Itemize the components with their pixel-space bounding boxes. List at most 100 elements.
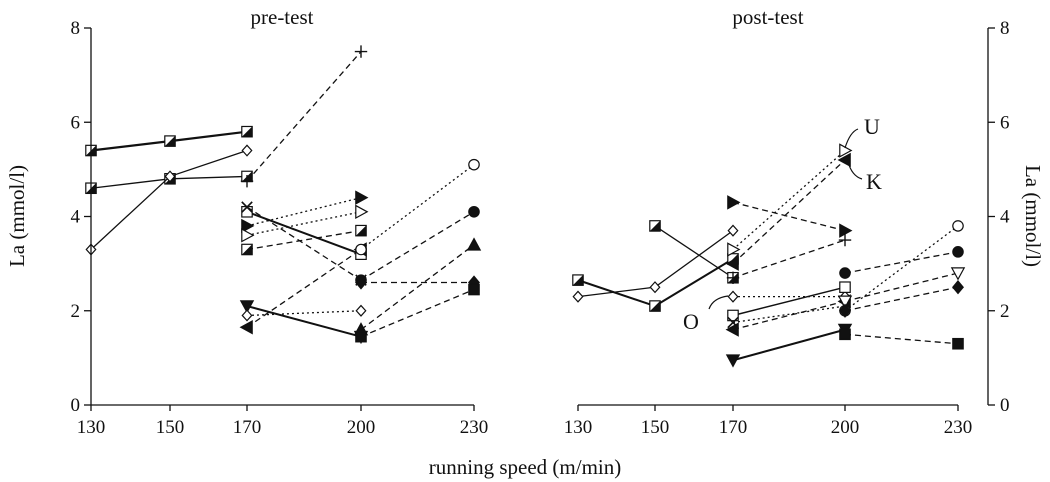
marker-square-half-fill (85, 145, 97, 156)
x-tick-label: 150 (641, 417, 670, 438)
marker-circle-open (355, 243, 367, 256)
marker-diamond-open (241, 309, 253, 322)
callout-k: K (866, 169, 882, 194)
callout-k-leader (847, 161, 863, 180)
marker-plus (354, 45, 368, 58)
x-tick-label: 150 (156, 417, 185, 438)
marker-diamond (952, 280, 964, 295)
marker-tri-right-open (727, 242, 741, 257)
marker-square-half-fill (164, 135, 176, 147)
marker-diamond-open (649, 281, 661, 294)
marker-diamond (355, 275, 367, 290)
series-line (844, 333, 959, 345)
marker-tri-down (239, 300, 255, 314)
marker-square (839, 328, 851, 341)
series-line (732, 286, 846, 317)
data-series (85, 144, 253, 256)
data-series (355, 205, 480, 286)
series-line (732, 159, 846, 265)
series-line (246, 197, 362, 227)
marker-square-half-fill (241, 244, 253, 255)
marker-square (952, 337, 964, 350)
data-series (241, 204, 369, 243)
x-tick-label: 170 (719, 417, 748, 438)
marker-tri-left (725, 256, 739, 271)
series-line (246, 206, 362, 281)
callout-u-leader (844, 128, 859, 149)
x-tick-label: 130 (564, 417, 593, 438)
annotation-layer: U K O (683, 114, 882, 334)
y-tick-label: 6 (1000, 112, 1010, 133)
marker-tri-right-open (355, 204, 369, 219)
data-series (727, 195, 853, 238)
series-line (246, 305, 362, 338)
marker-square-half-fill (649, 300, 661, 312)
series-line (844, 225, 959, 312)
marker-tri-right (355, 190, 369, 205)
callout-o: O (683, 309, 699, 334)
x-tick-label: 130 (77, 417, 106, 438)
data-series (727, 143, 853, 257)
y-tick-label: 0 (71, 395, 81, 416)
marker-tri-right (241, 218, 255, 234)
data-series (355, 283, 480, 343)
data-series (239, 300, 369, 345)
data-series (649, 220, 739, 284)
marker-plus (240, 174, 254, 188)
marker-diamond (839, 303, 851, 318)
marker-tri-right (839, 223, 853, 238)
data-series (839, 246, 964, 279)
series-line (844, 286, 959, 312)
x-tick-label: 200 (347, 417, 376, 438)
data-series (85, 125, 253, 157)
marker-tri-right-open (241, 228, 255, 243)
panel-title-post: post-test (732, 5, 803, 29)
data-series (725, 323, 853, 368)
data-series (839, 220, 964, 317)
data-series (572, 224, 739, 303)
marker-tri-left (239, 320, 253, 335)
data-series (239, 242, 367, 335)
marker-diamond-open (241, 144, 253, 157)
marker-diamond-open (355, 304, 367, 317)
series-line (360, 244, 475, 331)
data-series (725, 152, 851, 271)
series-line (360, 211, 475, 281)
y-tick-label: 4 (1000, 207, 1010, 228)
series-layer (85, 45, 966, 368)
marker-square-half-fill (355, 225, 367, 236)
y-tick-label: 2 (1000, 301, 1010, 322)
y-tick-label: 8 (71, 18, 81, 39)
marker-circle (468, 205, 480, 218)
y-axis-title-left: La (mmol/l) (5, 165, 29, 267)
marker-tri-down (725, 354, 741, 368)
marker-triangle (466, 237, 482, 251)
marker-square-open (839, 281, 851, 293)
data-series (241, 224, 367, 256)
data-series (240, 45, 368, 188)
marker-square-open (727, 309, 739, 322)
y-tick-label: 6 (71, 112, 81, 133)
series-line (732, 328, 846, 362)
marker-tri-down-open (950, 267, 966, 281)
callout-u: U (864, 114, 880, 139)
series-line (732, 305, 846, 324)
data-series (727, 290, 851, 303)
data-series (241, 201, 367, 286)
data-series (839, 280, 964, 318)
data-series (839, 328, 964, 350)
marker-square (355, 330, 367, 343)
marker-square (468, 283, 480, 296)
panel-title-pre: pre-test (251, 5, 314, 29)
y-axis-title-right: La (mmol/l) (1021, 165, 1045, 267)
marker-diamond-open (727, 224, 739, 237)
marker-tri-left (837, 152, 851, 168)
marker-tri-down-open (837, 295, 853, 309)
series-line (360, 288, 475, 338)
series-line (246, 310, 362, 317)
marker-tri-left (725, 322, 739, 337)
marker-square-half-fill (649, 220, 661, 232)
series-line (246, 248, 362, 328)
marker-diamond-open (572, 290, 584, 303)
marker-tri-right (727, 195, 741, 210)
